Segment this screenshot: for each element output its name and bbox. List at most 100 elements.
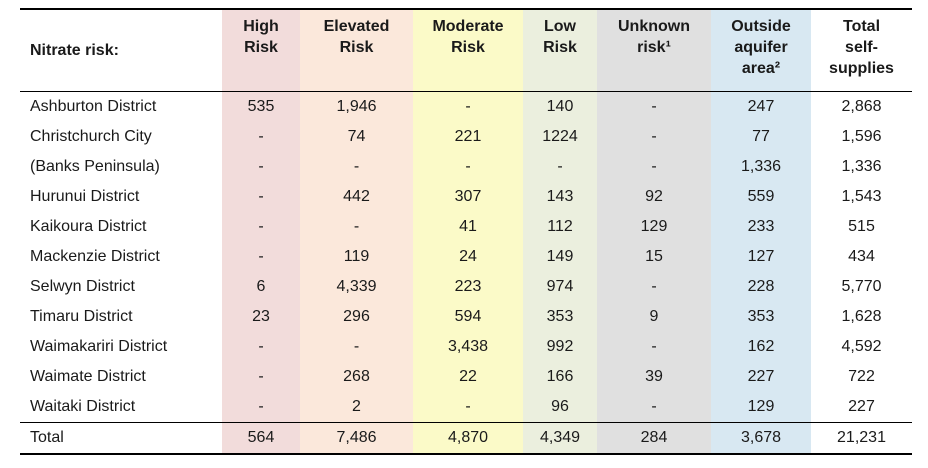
table-cell: 284 <box>597 421 711 454</box>
table-cell: 722 <box>848 367 875 385</box>
row-label: Ashburton District <box>30 97 157 115</box>
table-cell: 129 <box>711 391 811 422</box>
table-row: Waitaki District - 2 - 96 - 129 227 <box>20 391 912 422</box>
column-header-moderate-risk: Moderate Risk <box>413 9 523 92</box>
table-cell: 23 <box>222 301 300 332</box>
table-header: Nitrate risk: High Risk Elevated Risk Mo… <box>20 9 912 92</box>
table-cell: 3,678 <box>711 421 811 454</box>
row-label: Mackenzie District <box>30 247 160 265</box>
column-header-unknown-risk: Unknown risk¹ <box>597 9 711 92</box>
table-cell: 77 <box>711 121 811 152</box>
table-cell: 3,438 <box>413 331 523 362</box>
table-cell: 9 <box>597 301 711 332</box>
table-cell: 1,628 <box>841 307 882 325</box>
table-cell: - <box>222 391 300 422</box>
row-label: (Banks Peninsula) <box>30 157 160 175</box>
table-cell: 353 <box>711 301 811 332</box>
table-cell: 296 <box>300 301 413 332</box>
table-cell: 564 <box>222 421 300 454</box>
table-cell: 4,592 <box>841 337 882 355</box>
table-cell: 143 <box>523 181 597 212</box>
table-cell: - <box>300 331 413 362</box>
row-label: Timaru District <box>30 307 133 325</box>
table-row: Ashburton District 535 1,946 - 140 - 247… <box>20 91 912 122</box>
table-cell: 7,486 <box>300 421 413 454</box>
table-cell: 594 <box>413 301 523 332</box>
table-cell: 223 <box>413 271 523 302</box>
row-label: Kaikoura District <box>30 217 147 235</box>
row-label: Waimate District <box>30 367 146 385</box>
table-cell: 1,946 <box>300 91 413 122</box>
table-cell: 353 <box>523 301 597 332</box>
column-header-outside-aquifer: Outside aquifer area² <box>711 9 811 92</box>
table-cell: 227 <box>711 361 811 392</box>
table-cell: 127 <box>711 241 811 272</box>
table-cell: - <box>222 331 300 362</box>
table-cell: - <box>222 121 300 152</box>
table-cell: 974 <box>523 271 597 302</box>
table-row: Selwyn District 6 4,339 223 974 - 228 5,… <box>20 271 912 302</box>
table-cell: 221 <box>413 121 523 152</box>
header-row: Nitrate risk: High Risk Elevated Risk Mo… <box>20 9 912 92</box>
table-cell: - <box>222 361 300 392</box>
table-cell: - <box>523 151 597 182</box>
table-cell: 559 <box>711 181 811 212</box>
table-cell: 1224 <box>523 121 597 152</box>
total-row: Total 564 7,486 4,870 4,349 284 3,678 21… <box>20 421 912 454</box>
row-label: Selwyn District <box>30 277 135 295</box>
nitrate-risk-table: Nitrate risk: High Risk Elevated Risk Mo… <box>20 8 912 455</box>
table-cell: 1,543 <box>841 187 882 205</box>
column-header-low-risk: Low Risk <box>523 9 597 92</box>
table-cell: 166 <box>523 361 597 392</box>
table-cell: 2,868 <box>841 97 882 115</box>
column-header-high-risk: High Risk <box>222 9 300 92</box>
table-cell: 1,596 <box>841 127 882 145</box>
table-cell: - <box>222 151 300 182</box>
table-cell: 228 <box>711 271 811 302</box>
row-label: Waimakariri District <box>30 337 168 355</box>
table-cell: 247 <box>711 91 811 122</box>
table-row: Waimakariri District - - 3,438 992 - 162… <box>20 331 912 362</box>
table-cell: 162 <box>711 331 811 362</box>
table-corner-label: Nitrate risk: <box>20 9 222 92</box>
table-cell: 227 <box>848 397 875 415</box>
column-header-elevated-risk: Elevated Risk <box>300 9 413 92</box>
table-cell: - <box>597 121 711 152</box>
table-row: Mackenzie District - 119 24 149 15 127 4… <box>20 241 912 272</box>
table-cell: 1,336 <box>711 151 811 182</box>
table-cell: - <box>597 331 711 362</box>
table-cell: - <box>597 151 711 182</box>
table-cell: - <box>413 91 523 122</box>
table-cell: 515 <box>848 217 875 235</box>
table-cell: - <box>597 391 711 422</box>
table-cell: 4,349 <box>523 421 597 454</box>
table-cell: 535 <box>222 91 300 122</box>
table-cell: 4,870 <box>413 421 523 454</box>
table-cell: 140 <box>523 91 597 122</box>
table-cell: 96 <box>523 391 597 422</box>
table-cell: 6 <box>222 271 300 302</box>
table-cell: 119 <box>300 241 413 272</box>
table-cell: 149 <box>523 241 597 272</box>
table-body: Ashburton District 535 1,946 - 140 - 247… <box>20 91 912 454</box>
table-cell: 24 <box>413 241 523 272</box>
row-label: Waitaki District <box>30 397 136 415</box>
total-row-label: Total <box>20 421 222 454</box>
table-cell: - <box>222 211 300 242</box>
column-header-total-self-supplies: Total self- supplies <box>811 9 912 92</box>
table-cell: 39 <box>597 361 711 392</box>
table-cell: - <box>300 211 413 242</box>
table-cell: 442 <box>300 181 413 212</box>
table-cell: - <box>597 271 711 302</box>
table-cell: - <box>413 151 523 182</box>
table-row: Christchurch City - 74 221 1224 - 77 1,5… <box>20 121 912 152</box>
table-cell: 2 <box>300 391 413 422</box>
table-cell: 434 <box>848 247 875 265</box>
table-cell: 1,336 <box>841 157 882 175</box>
table-cell: 268 <box>300 361 413 392</box>
table-cell: 22 <box>413 361 523 392</box>
table-cell: 21,231 <box>811 421 912 454</box>
table-cell: 992 <box>523 331 597 362</box>
table-cell: 4,339 <box>300 271 413 302</box>
table-cell: - <box>222 241 300 272</box>
